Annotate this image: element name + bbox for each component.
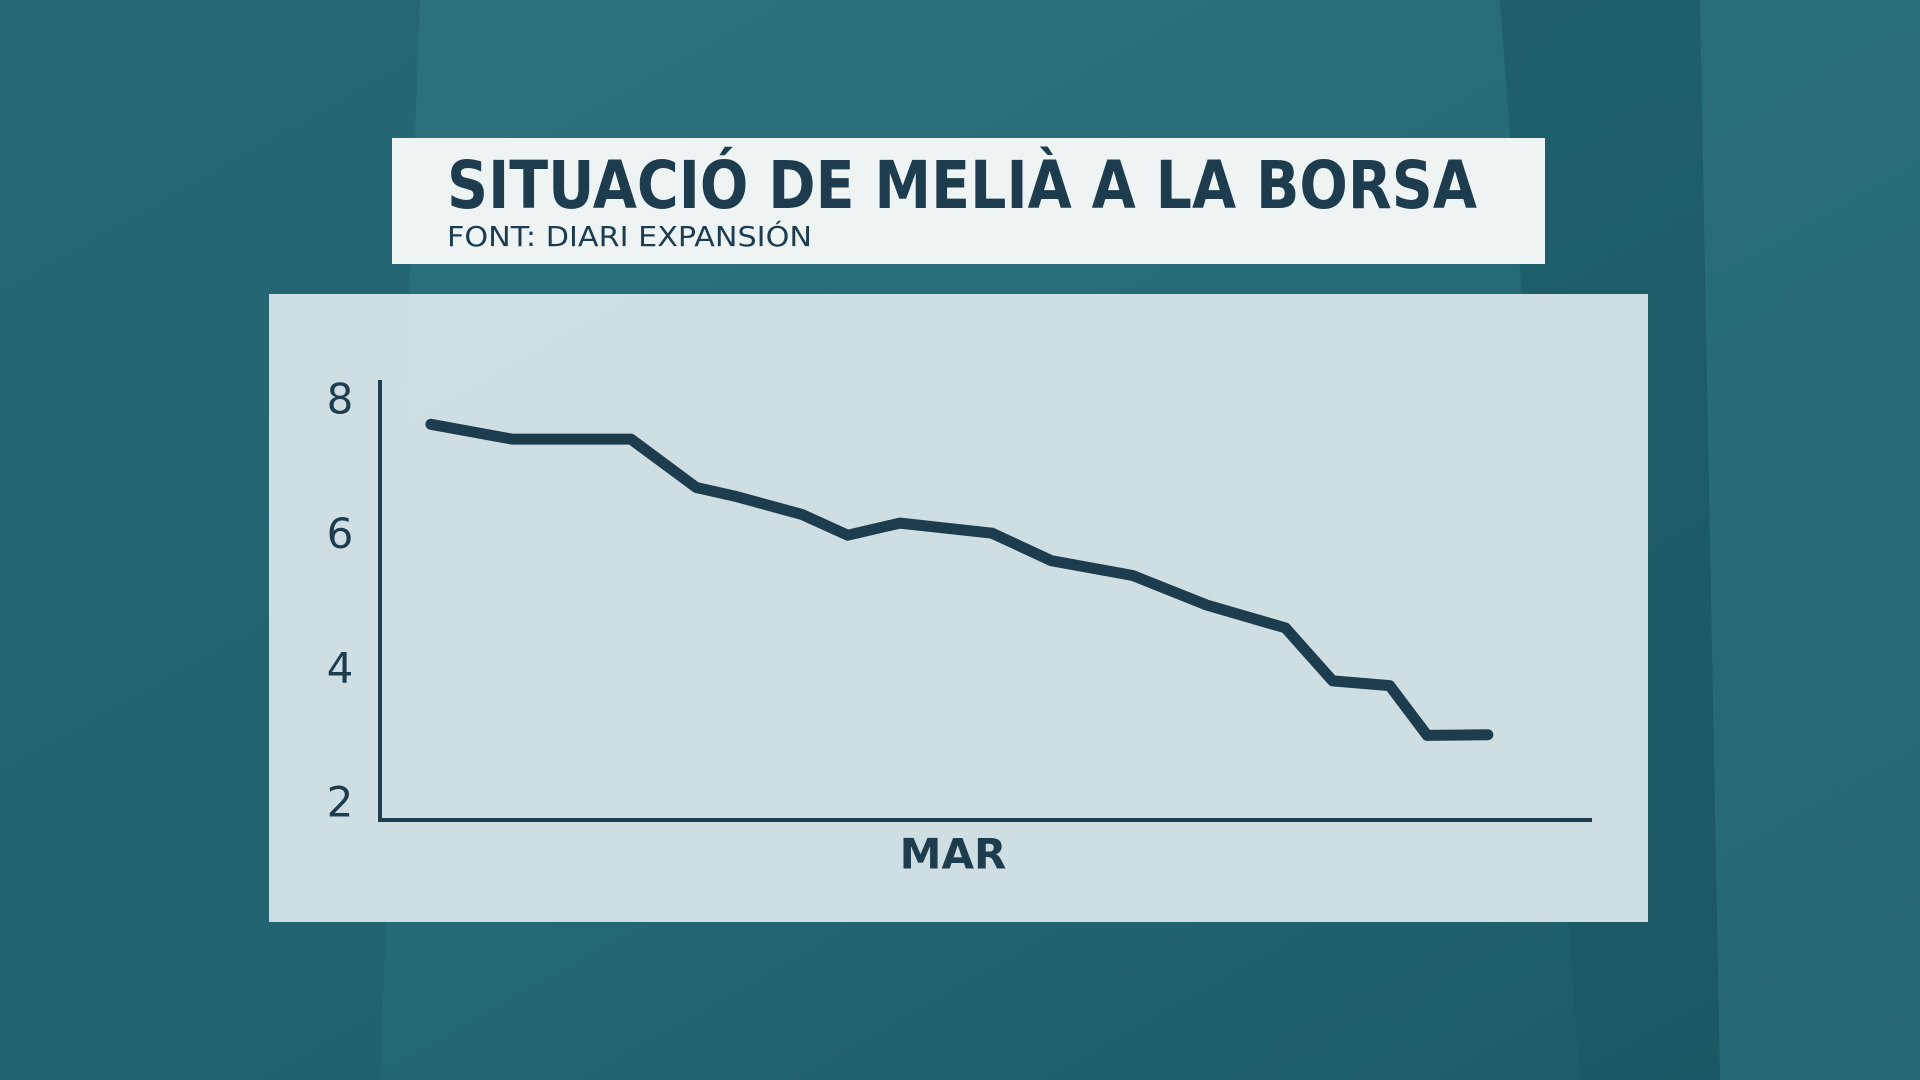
price-line — [425, 418, 1494, 741]
y-tick-label: 6 — [327, 509, 354, 558]
x-axis-label: MAR — [900, 830, 1007, 879]
chart-panel — [269, 294, 1648, 922]
y-tick-label: 2 — [327, 778, 354, 827]
background-trees — [1700, 0, 1920, 1080]
y-tick-label: 4 — [327, 643, 354, 692]
title-box — [392, 138, 1545, 264]
y-tick-label: 8 — [327, 375, 354, 424]
chart-subtitle: FONT: DIARI EXPANSIÓN — [447, 219, 812, 253]
chart-title: SITUACIÓ DE MELIÀ A LA BORSA — [447, 146, 1477, 224]
